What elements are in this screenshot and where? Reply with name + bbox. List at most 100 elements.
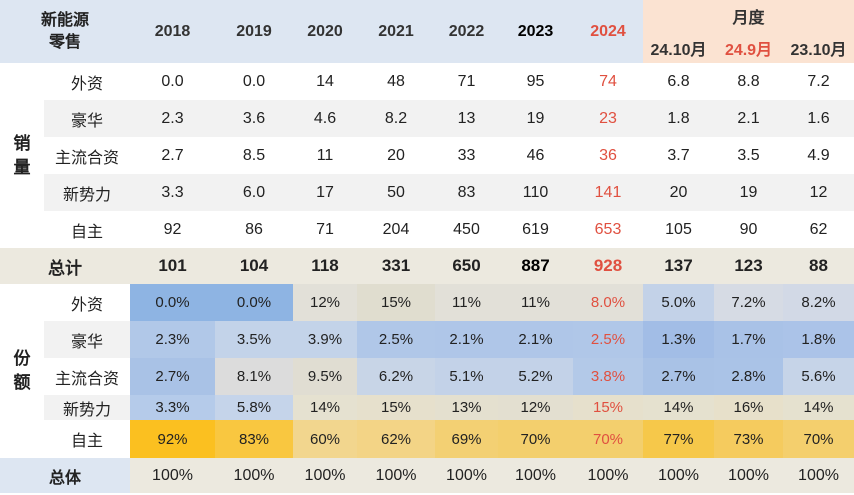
share-cell: 2.5% [573,321,644,358]
share-row: 份额外资 0.0% 0.0% 12% 15% 11% 11% 8.0% 5.0% 7.2% 8.2% [0,284,854,458]
sales-row: 自主 92 86 71 204 450 619 653 105 90 62 [0,211,854,248]
sales-cell: 6.8 [667,72,690,90]
sales-section-char: 量 [13,157,31,177]
share-row: 自主 92% 83% 60% 62% 69% 70% 70% 77% 73% 70% [0,420,854,458]
total-row: 总计 101 104 118 331 650 887 928 137 123 88 [0,248,854,284]
share-cell: 70% [573,420,644,458]
corner-label-line-2: 零售 [49,33,82,51]
share-cell: 15% [357,395,436,420]
year-header-2018: 2018 [130,0,216,63]
total-cell: 101 [130,248,216,284]
share-cell: 60% [293,420,358,458]
share-cell: 77% [643,420,715,458]
sales-cell: 19 [714,174,784,211]
grand-total-cell: 100% [293,458,358,493]
year-header-2019: 2019 [215,0,294,63]
share-cell: 14% [643,395,715,420]
sales-cell: 86 [245,220,263,238]
sales-cell: 0.0 [242,72,266,90]
sales-cell: 50 [357,174,436,211]
share-cell: 16% [714,395,784,420]
month-header-24-10: 24.10月 [643,32,715,63]
share-cell: 2.1% [498,321,574,358]
sales-cell: 46 [526,146,545,164]
sales-cell: 71 [316,220,334,238]
total-cell: 928 [573,248,644,284]
grand-total-cell: 100% [498,458,574,493]
grand-total-cell: 100% [130,458,216,493]
year-header-2023: 2023 [498,0,574,63]
sales-cell: 23 [573,100,644,137]
sales-cell: 110 [498,174,574,211]
share-cell: 11% [435,284,499,321]
share-cell: 2.7% [130,358,216,395]
sales-cell: 619 [522,220,549,238]
grand-total-cell: 100% [357,458,436,493]
sales-row: 新势力 3.3 6.0 17 50 83 110 141 20 19 12 [0,174,854,211]
month-group-header: 月度 [643,0,854,32]
sales-cell: 8.5 [242,146,266,164]
sales-cell: 3.6 [215,100,294,137]
year-header-2022: 2022 [435,0,499,63]
share-cell: 5.6% [783,358,854,395]
share-cell: 70% [783,420,854,458]
corner-label-line-1: 新能源 [41,11,90,29]
share-row-label: 主流合资 [55,370,120,388]
month-header-24-9: 24.9月 [714,32,784,63]
share-section-char: 份 [13,349,31,368]
share-cell: 2.7% [643,358,715,395]
sales-row-label: 新势力 [44,174,131,211]
sales-cell: 8.2 [357,100,436,137]
sales-cell: 11 [316,146,334,164]
share-cell: 5.8% [215,395,294,420]
sales-row-label: 外资 [71,75,104,93]
sales-row: 销量 外资 0.0 0.0 14 48 71 95 74 6.8 8.8 7.2 [0,63,854,248]
share-cell: 8.2% [783,284,854,321]
share-row-label: 自主 [71,433,104,450]
sales-cell: 2.3 [130,100,216,137]
share-cell: 14% [293,395,358,420]
share-cell: 62% [357,420,436,458]
share-cell: 2.8% [714,358,784,395]
share-row-label: 外资 [71,296,104,314]
sales-cell: 95 [526,72,545,90]
sales-row: 主流合资 2.7 8.5 11 20 33 46 36 3.7 3.5 4.9 [0,137,854,174]
share-section-char: 额 [13,373,31,392]
sales-cell: 8.8 [737,72,760,90]
share-cell: 0.0% [215,284,294,321]
total-cell: 887 [498,248,574,284]
share-cell: 13% [435,395,499,420]
grand-total-label: 总体 [0,458,131,493]
grand-total-cell: 100% [215,458,294,493]
sales-cell: 4.9 [807,146,830,164]
total-cell: 104 [215,248,294,284]
share-cell: 92% [130,420,216,458]
grand-total-cell: 100% [573,458,644,493]
share-cell: 69% [435,420,499,458]
total-row-label: 总计 [0,248,131,284]
sales-cell: 17 [293,174,358,211]
sales-cell: 62 [809,220,828,238]
year-header-2020: 2020 [293,0,358,63]
grand-total-cell: 100% [783,458,854,493]
share-cell: 73% [714,420,784,458]
share-row: 新势力 3.3% 5.8% 14% 15% 13% 12% 15% 14% 16% 14% [0,395,854,420]
share-cell: 9.5% [293,358,358,395]
share-cell: 7.2% [714,284,784,321]
grand-total-cell: 100% [714,458,784,493]
share-cell: 2.5% [357,321,436,358]
sales-cell: 48 [387,72,405,90]
sales-cell: 7.2 [807,72,830,90]
sales-cell: 141 [573,174,644,211]
sales-row-label: 主流合资 [55,149,120,167]
share-cell: 5.2% [498,358,574,395]
share-row-label: 新势力 [44,395,131,420]
sales-row-label: 自主 [71,223,104,241]
share-cell: 2.3% [130,321,216,358]
total-cell: 88 [783,248,854,284]
corner-label: 新能源 零售 [0,0,131,63]
sales-cell: 14 [316,72,334,90]
share-cell: 8.0% [573,284,644,321]
sales-cell: 204 [382,220,410,238]
